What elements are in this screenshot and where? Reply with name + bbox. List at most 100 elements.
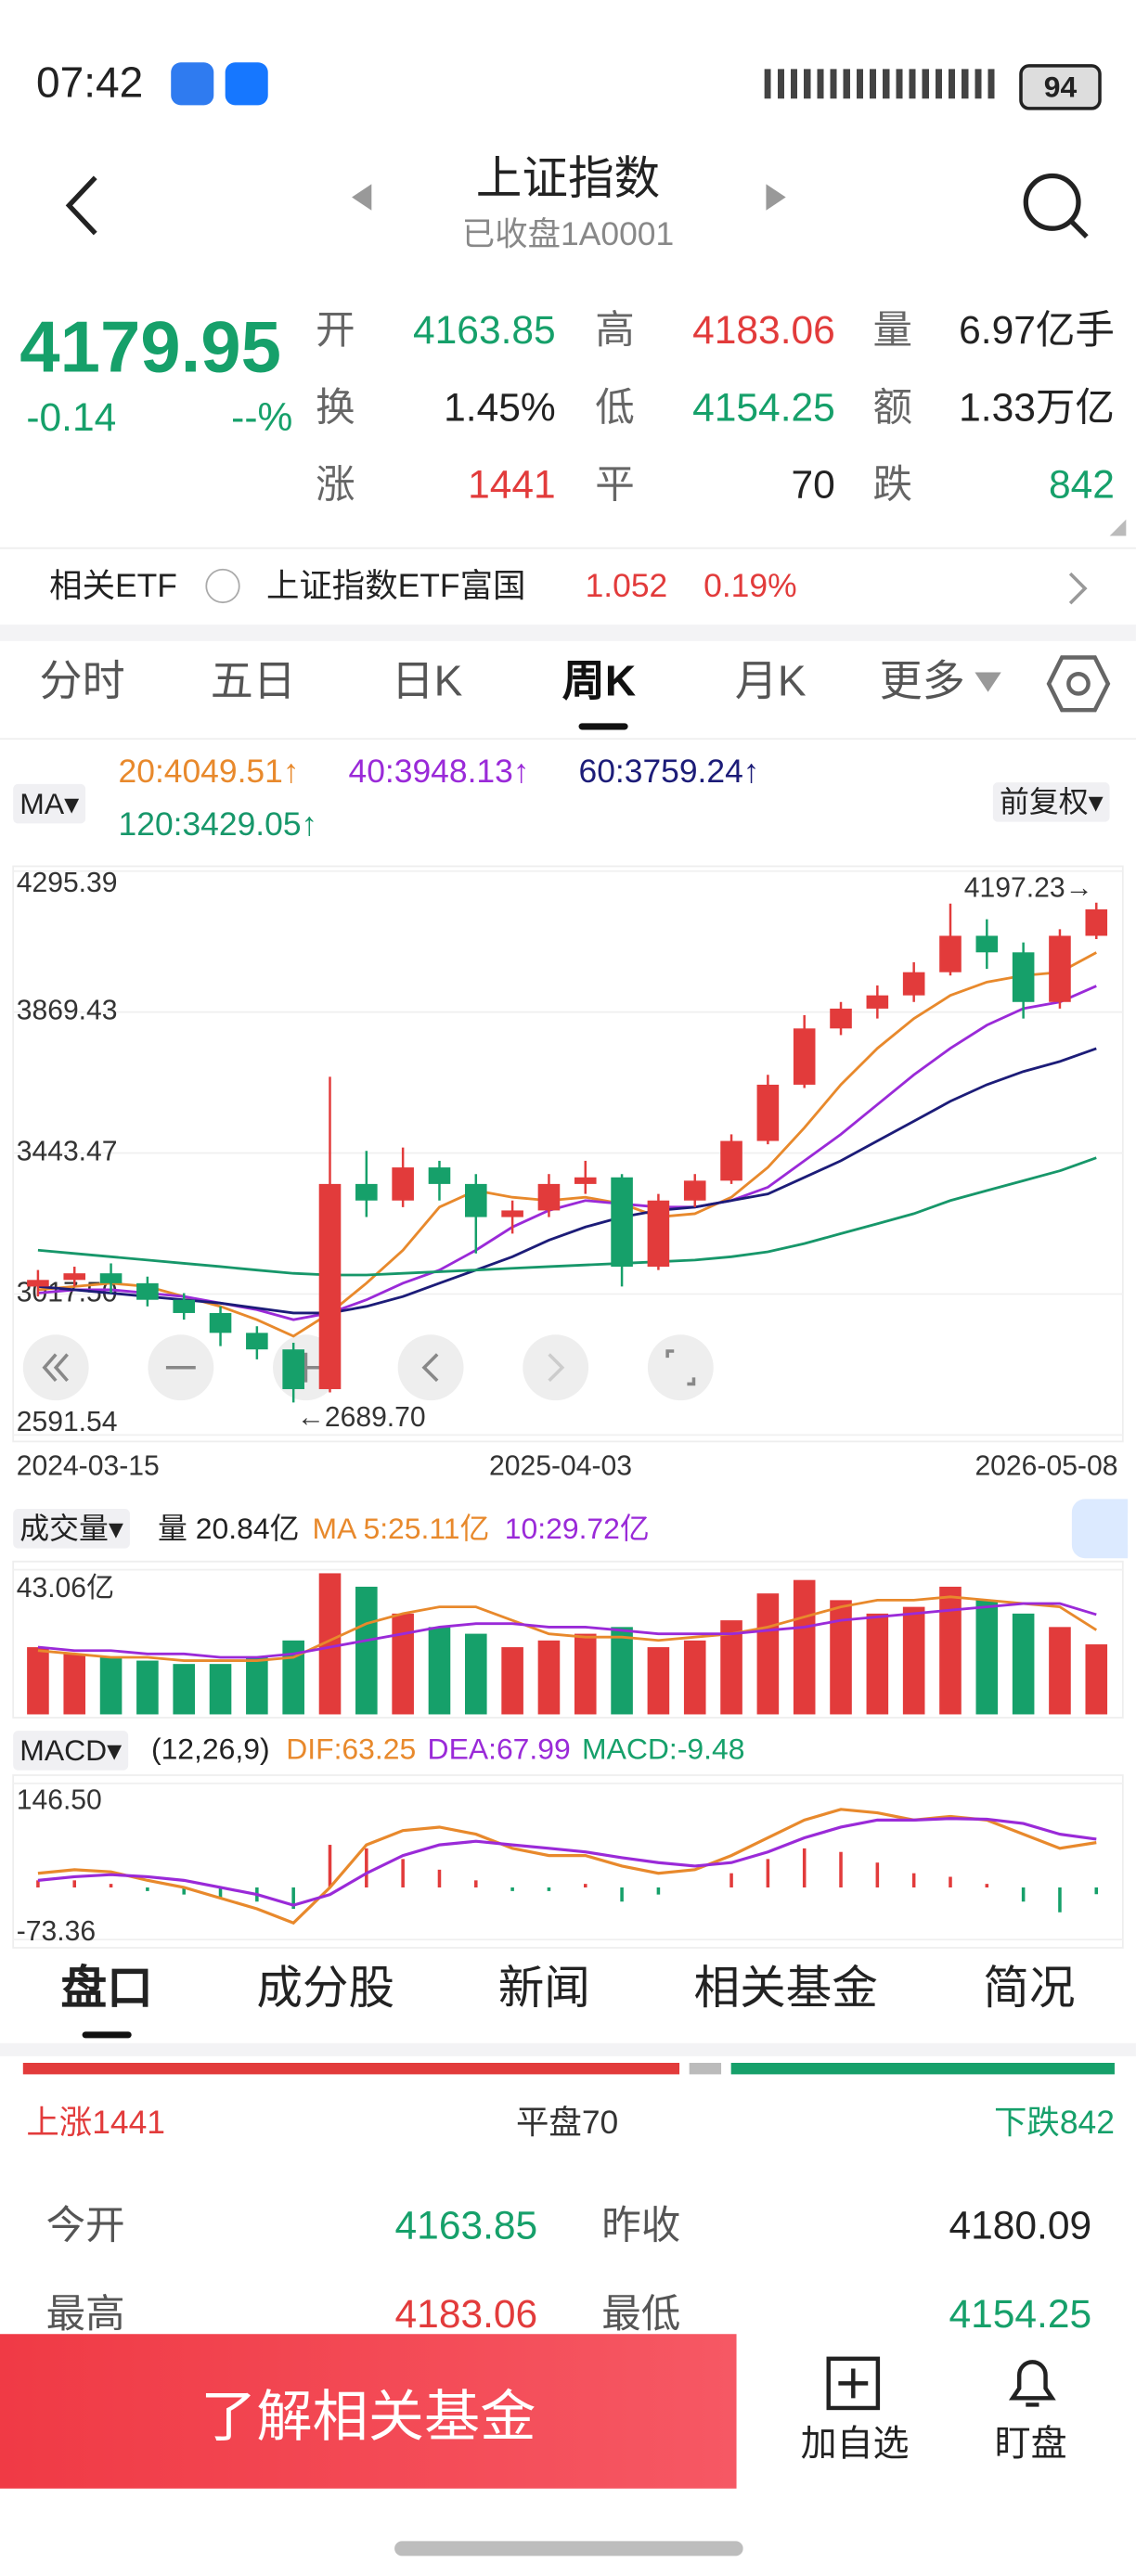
low-annotation: ←2689.70: [297, 1402, 426, 1433]
stat-value: 4163.85: [413, 309, 556, 354]
candle-body: [27, 1280, 49, 1287]
tab[interactable]: 更多: [879, 655, 965, 705]
breadth-segment: [689, 2062, 722, 2075]
change: -0.14: [26, 395, 117, 441]
side-toggle[interactable]: [1071, 1499, 1129, 1559]
stat-label: 开: [316, 309, 355, 354]
volume-bar: [611, 1627, 633, 1715]
volume-bar: [27, 1647, 49, 1715]
stat-label: 高: [595, 309, 635, 354]
action-label[interactable]: 盯盘: [994, 2422, 1067, 2465]
tab[interactable]: 月K: [734, 655, 807, 705]
tab[interactable]: 日K: [391, 655, 463, 705]
candle-body: [537, 1183, 561, 1211]
candle-body: [611, 1177, 633, 1268]
y-tick-label: 4295.39: [17, 868, 118, 898]
y-tick-label: 146.50: [17, 1784, 102, 1815]
volume-ma10: 10:29.72亿: [504, 1512, 650, 1546]
candle-body: [866, 995, 889, 1009]
candle-body: [647, 1200, 670, 1268]
volume-bar: [318, 1573, 342, 1715]
y-tick-label: 3443.47: [17, 1137, 118, 1167]
ma-line: [37, 1156, 1097, 1277]
volume-bar: [902, 1606, 925, 1715]
chevron[interactable]: [1065, 571, 1091, 607]
tab[interactable]: 周K: [562, 655, 637, 705]
stat-value: 4154.25: [692, 386, 835, 431]
control-button[interactable]: [397, 1334, 464, 1401]
add-icon[interactable]: [822, 2355, 888, 2415]
back[interactable]: [65, 175, 97, 236]
candle-body: [136, 1282, 159, 1300]
panel-tab[interactable]: 成分股: [256, 1962, 395, 2014]
action-label[interactable]: 加自选: [800, 2422, 910, 2465]
volume-frame: [12, 1560, 1124, 1719]
tab[interactable]: 五日: [210, 655, 296, 705]
volume-bar: [392, 1613, 414, 1715]
table-value: 4154.25: [949, 2292, 1092, 2338]
info-icon[interactable]: [205, 568, 240, 604]
chart-controls: [22, 1334, 714, 1401]
y-tick-label: 43.06亿: [17, 1573, 114, 1604]
stat-label: 跌: [872, 463, 913, 509]
stat-label: 低: [595, 386, 635, 431]
divider: [0, 738, 1136, 741]
panel-tab[interactable]: 盘口: [60, 1962, 153, 2014]
volume-selector[interactable]: 成交量▾: [13, 1509, 131, 1549]
candle-body: [173, 1299, 196, 1313]
candle-body: [428, 1167, 451, 1184]
x-tick-label: 2026-05-08: [975, 1451, 1117, 1482]
stat-label: 换: [316, 386, 355, 431]
x-tick-label: 2025-04-03: [489, 1451, 632, 1482]
volume-ma5: [37, 1595, 1098, 1662]
x-tick-label: 2024-03-15: [17, 1451, 160, 1482]
volume-bar: [683, 1640, 706, 1715]
y-tick-label: -73.36: [17, 1916, 96, 1947]
subtitle: 已收盘1A0001: [461, 216, 675, 253]
table-label: 最高: [45, 2292, 125, 2338]
volume-bar: [793, 1579, 816, 1715]
breadth-text: 下跌: [993, 2106, 1060, 2143]
tab[interactable]: 分时: [39, 655, 125, 705]
app-icon: [171, 62, 214, 106]
breadth-bar: [22, 2062, 1115, 2075]
ma-selector-text: MA: [19, 787, 65, 820]
volume-ma10: [37, 1602, 1097, 1659]
candle-body: [683, 1180, 706, 1201]
panel-tab[interactable]: 相关基金: [693, 1962, 878, 2014]
panel-tab[interactable]: 新闻: [497, 1962, 590, 2014]
etf-name[interactable]: 上证指数ETF富国: [265, 568, 526, 605]
volume-bar: [246, 1656, 268, 1715]
y-tick-label: 3869.43: [17, 996, 118, 1026]
stat-label: 量: [872, 309, 913, 354]
search[interactable]: [1070, 220, 1089, 238]
adjust-selector[interactable]: 前复权▾: [992, 782, 1110, 822]
volume-bar: [1012, 1613, 1035, 1715]
control-button[interactable]: [647, 1334, 714, 1401]
fund-button[interactable]: 了解相关基金: [0, 2334, 737, 2489]
prev[interactable]: [352, 184, 372, 211]
candle-body: [574, 1177, 597, 1184]
ma-selector[interactable]: MA▾: [13, 783, 86, 824]
stat-value: 1.45%: [444, 386, 556, 431]
candle-body: [355, 1183, 378, 1201]
dea-label: DEA:67.99: [427, 1732, 571, 1766]
bell-icon[interactable]: [1000, 2352, 1065, 2415]
table-label: 最低: [601, 2292, 681, 2338]
settings[interactable]: [1046, 650, 1112, 716]
control-button[interactable]: [523, 1334, 589, 1401]
candle-body: [246, 1333, 268, 1350]
volume-bar: [975, 1600, 999, 1715]
volume-bar: [537, 1640, 561, 1715]
next[interactable]: [766, 184, 786, 211]
volume-bar: [574, 1633, 597, 1715]
kline-chart: 4295.393869.433443.473017.502591.542024-…: [12, 865, 1124, 1949]
volume-bar: [428, 1627, 451, 1715]
candle-body: [318, 1183, 342, 1389]
panel-tab[interactable]: 简况: [983, 1962, 1076, 2014]
breadth-count: 1441: [92, 2106, 166, 2143]
macd-selector[interactable]: MACD▾: [13, 1731, 129, 1771]
stat-value: 4183.06: [692, 309, 835, 354]
macd-label: MACD:-9.48: [582, 1732, 745, 1766]
search[interactable]: [1023, 173, 1081, 231]
